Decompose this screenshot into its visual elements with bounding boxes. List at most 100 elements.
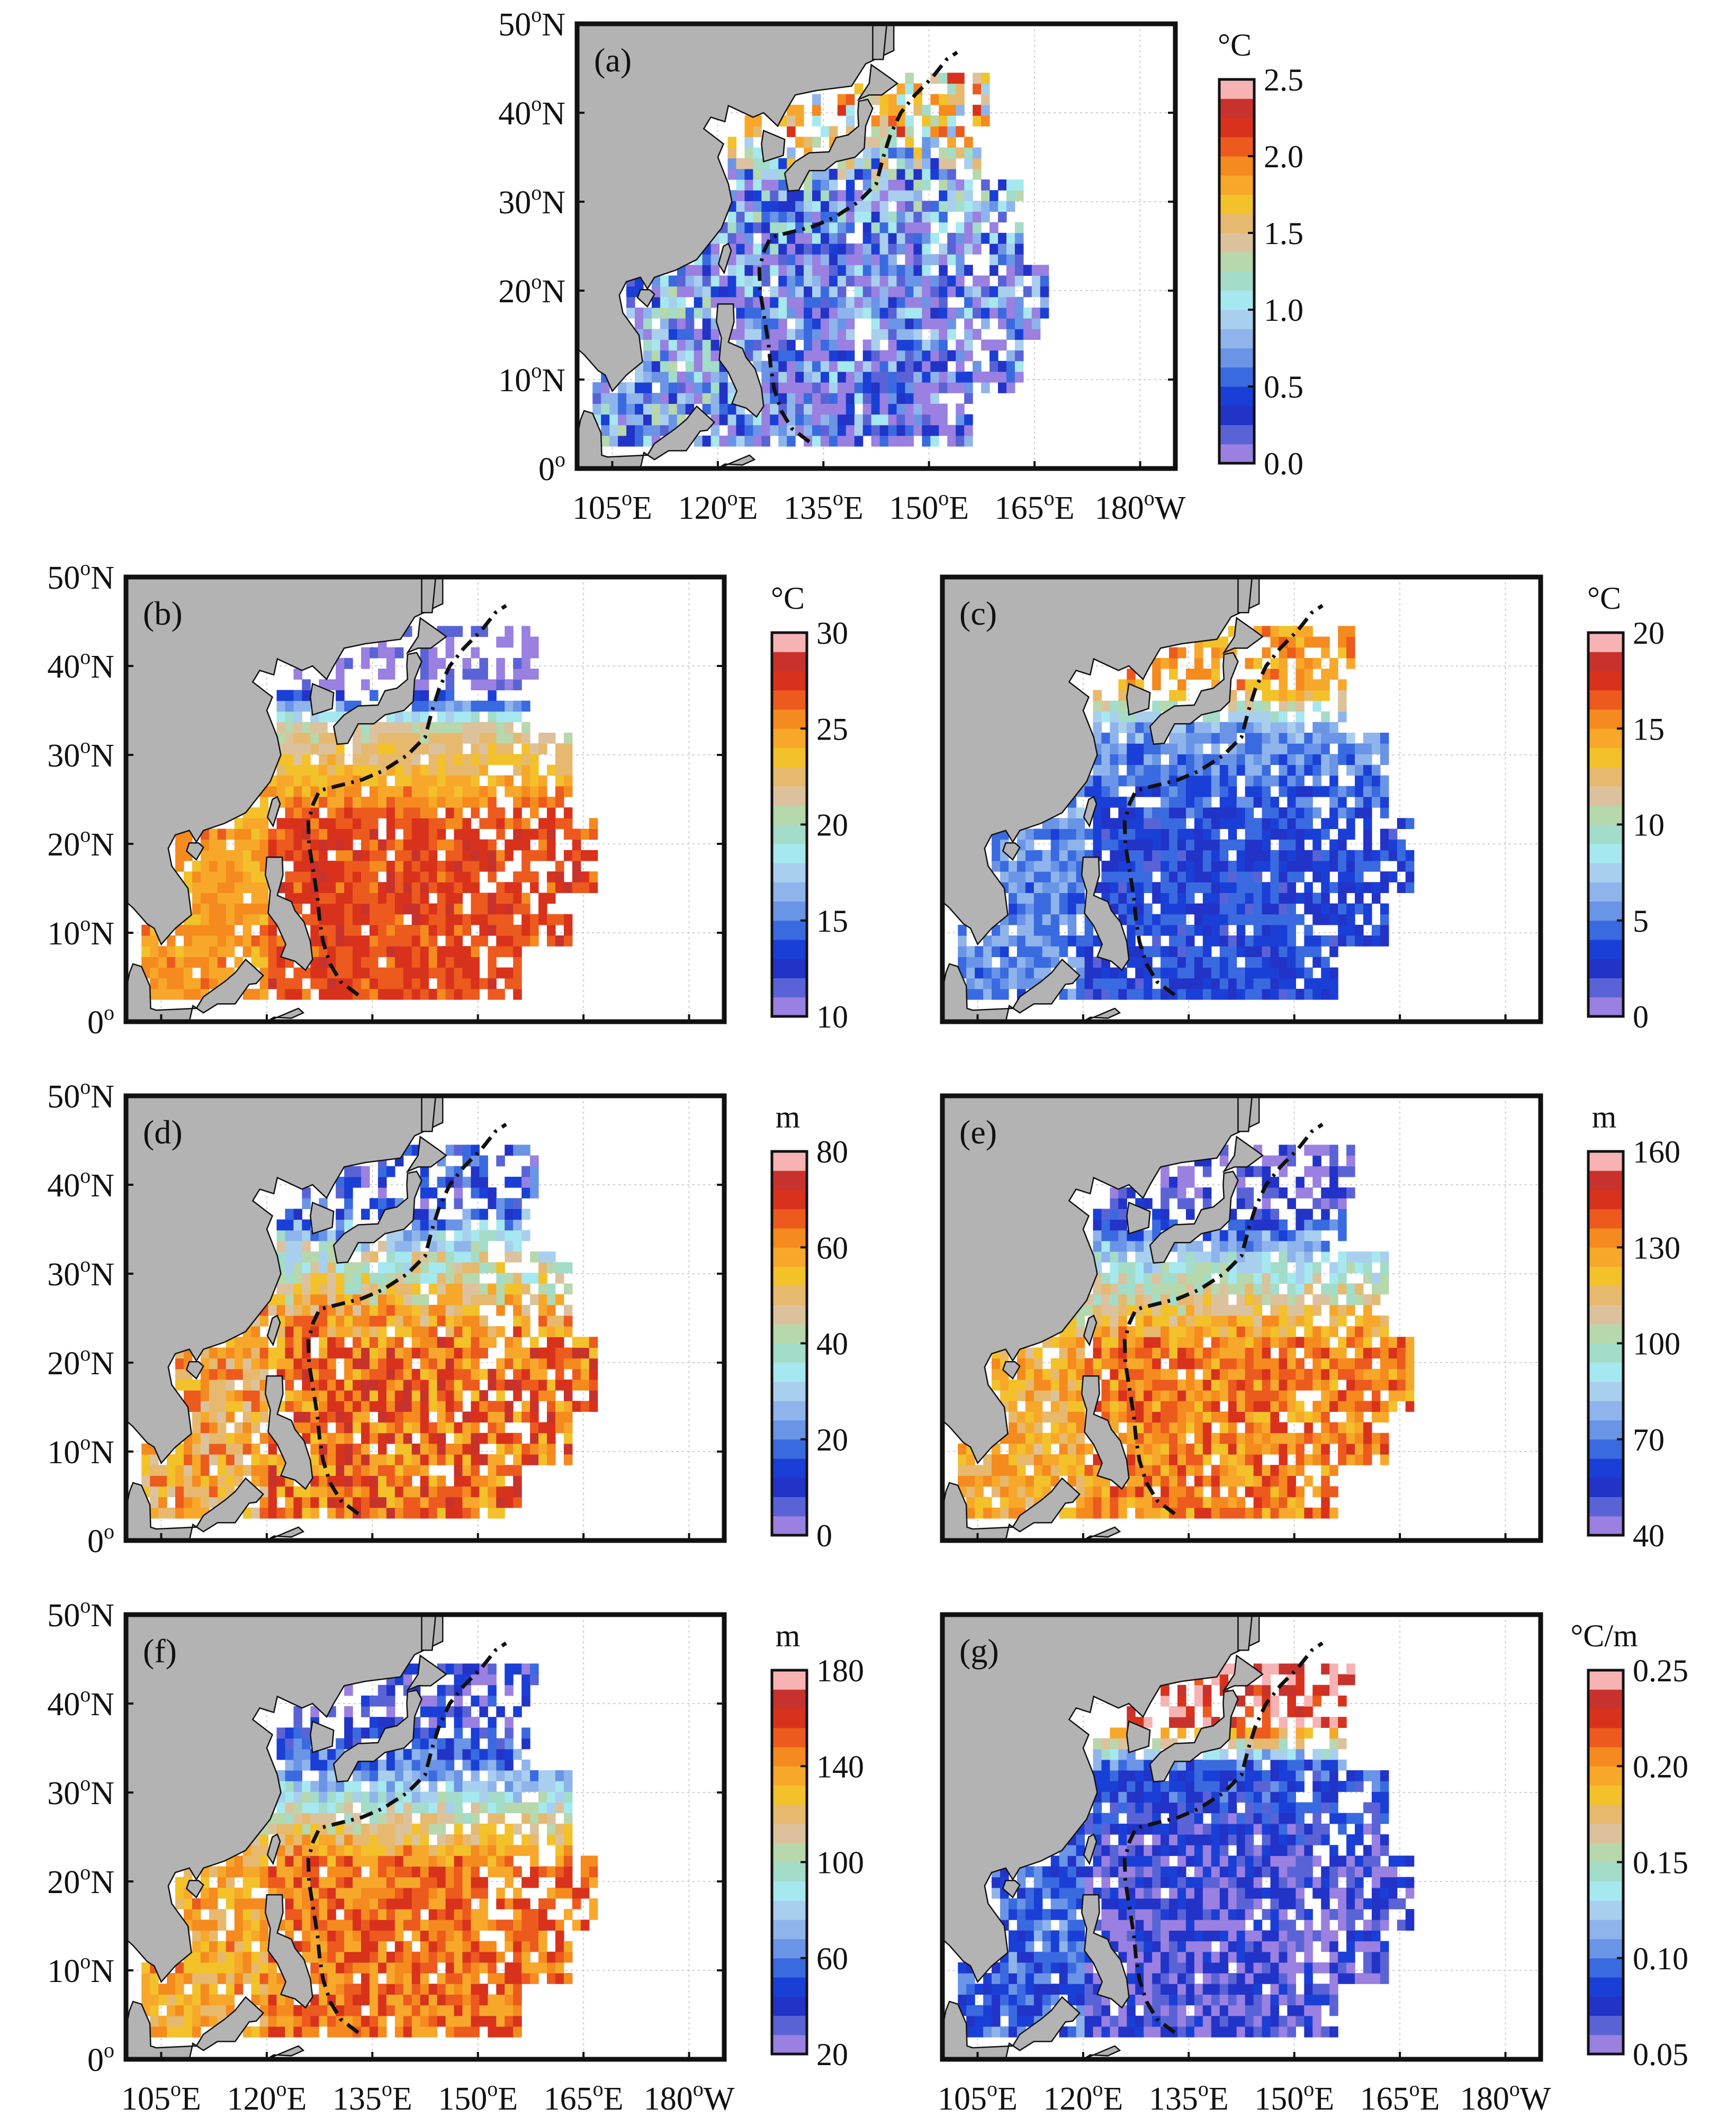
- heatmap-cell: [361, 807, 370, 818]
- heatmap-cell: [234, 893, 244, 904]
- heatmap-cell: [1033, 1368, 1043, 1380]
- heatmap-cell: [437, 700, 446, 712]
- heatmap-cell: [268, 1358, 277, 1370]
- heatmap-cell: [1101, 1326, 1110, 1337]
- heatmap-cell: [626, 382, 635, 393]
- heatmap-cell: [513, 1240, 522, 1252]
- heatmap-cell: [1084, 978, 1094, 989]
- heatmap-cell: [1245, 935, 1254, 947]
- heatmap-cell: [829, 403, 838, 415]
- heatmap-cell: [896, 296, 906, 308]
- heatmap-cell: [454, 839, 463, 851]
- heatmap-cell: [563, 818, 573, 830]
- heatmap-cell: [209, 1443, 218, 1455]
- heatmap-cell: [1245, 754, 1254, 765]
- heatmap-cell: [319, 1411, 328, 1423]
- heatmap-cell: [1304, 636, 1313, 648]
- heatmap-cell: [710, 329, 720, 340]
- lat-tick-label: 30oN: [47, 734, 114, 774]
- heatmap-cell: [1169, 967, 1178, 979]
- heatmap-cell: [521, 657, 530, 669]
- heatmap-cell: [1236, 679, 1246, 690]
- heatmap-cell: [217, 1347, 227, 1359]
- heatmap-cell: [1194, 903, 1203, 915]
- heatmap-cell: [964, 393, 973, 404]
- heatmap-cell: [428, 1283, 438, 1295]
- heatmap-cell: [141, 1454, 150, 1465]
- heatmap-cell: [217, 924, 227, 936]
- heatmap-cell: [411, 1401, 421, 1412]
- heatmap-cell: [1380, 775, 1389, 787]
- heatmap-cell: [369, 988, 379, 1000]
- heatmap-cell: [209, 1454, 218, 1465]
- heatmap-cell: [1135, 871, 1144, 882]
- heatmap-cell: [787, 382, 796, 393]
- heatmap-cell: [353, 1401, 362, 1412]
- heatmap-cell: [1194, 786, 1203, 797]
- heatmap-cell: [377, 1358, 387, 1370]
- heatmap-cell: [1110, 1273, 1119, 1284]
- heatmap-cell: [871, 393, 880, 404]
- heatmap-cell: [1135, 1475, 1144, 1487]
- heatmap-cell: [1017, 893, 1026, 904]
- heatmap-cell: [353, 1497, 362, 1508]
- heatmap-cell: [420, 860, 429, 872]
- heatmap-cell: [386, 978, 395, 989]
- heatmap-cell: [377, 796, 387, 808]
- heatmap-cell: [369, 807, 379, 818]
- heatmap-cell: [251, 1347, 260, 1359]
- heatmap-cell: [141, 957, 150, 968]
- heatmap-cell: [1076, 882, 1085, 893]
- heatmap-cell: [1017, 978, 1026, 989]
- heatmap-cell: [905, 350, 914, 362]
- heatmap-cell: [361, 1422, 370, 1434]
- heatmap-cell: [879, 126, 889, 137]
- heatmap-cell: [353, 1358, 362, 1370]
- heatmap-cell: [462, 957, 472, 968]
- heatmap-cell: [888, 329, 897, 340]
- heatmap-cell: [336, 1219, 345, 1231]
- heatmap-cell: [660, 393, 669, 404]
- heatmap-cell: [1135, 1497, 1144, 1508]
- heatmap-cell: [1127, 978, 1136, 989]
- heatmap-cell: [530, 1401, 539, 1412]
- heatmap-cell: [242, 1379, 252, 1391]
- heatmap-cell: [479, 669, 488, 680]
- heatmap-cell: [302, 1187, 311, 1199]
- colorbar-segment: [772, 1151, 807, 1171]
- heatmap-cell: [420, 775, 429, 787]
- heatmap-cell: [505, 903, 514, 915]
- heatmap-cell: [563, 743, 573, 754]
- heatmap-cell: [454, 786, 463, 797]
- heatmap-cell: [471, 754, 480, 765]
- heatmap-cell: [285, 1390, 294, 1401]
- heatmap-cell: [1093, 1358, 1102, 1370]
- heatmap-cell: [1177, 722, 1186, 733]
- heatmap-cell: [956, 94, 965, 105]
- heatmap-cell: [251, 957, 260, 968]
- heatmap-cell: [462, 754, 472, 765]
- heatmap-cell: [1127, 1347, 1136, 1359]
- heatmap-cell: [702, 350, 712, 362]
- heatmap-cell: [922, 339, 931, 351]
- heatmap-cell: [761, 435, 770, 447]
- heatmap-cell: [1363, 754, 1372, 765]
- heatmap-cell: [428, 743, 438, 754]
- heatmap-cell: [251, 1465, 260, 1476]
- heatmap-cell: [403, 1422, 412, 1434]
- heatmap-cell: [411, 711, 421, 723]
- heatmap-cell: [505, 818, 514, 830]
- heatmap-cell: [386, 1390, 395, 1401]
- heatmap-cell: [812, 329, 821, 340]
- heatmap-cell: [956, 243, 965, 255]
- heatmap-cell: [1059, 935, 1068, 947]
- heatmap-cell: [1202, 818, 1212, 830]
- heatmap-cell: [1093, 1304, 1102, 1316]
- heatmap-cell: [454, 903, 463, 915]
- heatmap-cell: [251, 1326, 260, 1337]
- heatmap-cell: [1040, 307, 1049, 319]
- heatmap-cell: [488, 957, 497, 968]
- heatmap-cell: [1236, 978, 1246, 989]
- heatmap-cell: [744, 307, 753, 319]
- heatmap-cell: [1338, 733, 1347, 744]
